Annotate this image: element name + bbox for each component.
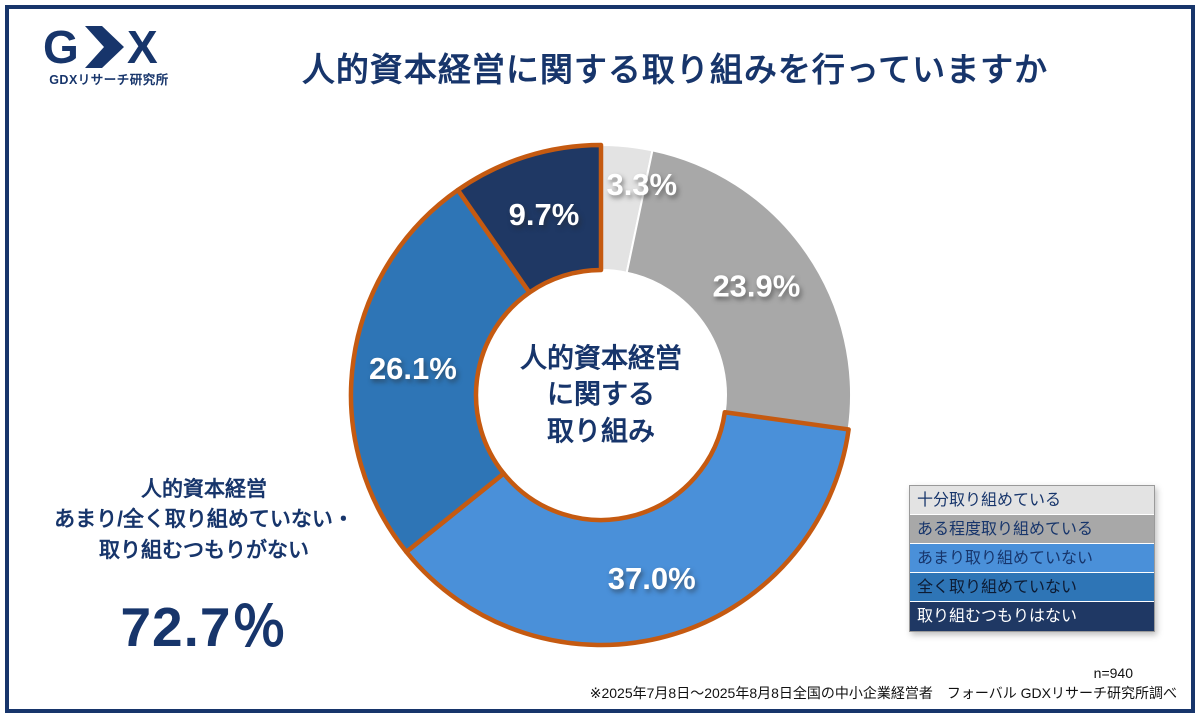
footer: n=940 ※2025年7月8日〜2025年8月8日全国の中小企業経営者 フォー… — [590, 665, 1177, 703]
legend-item: 全く取り組めていない — [910, 573, 1154, 602]
summary-line: 人的資本経営 — [141, 478, 267, 501]
logo-d-chevron-icon — [85, 26, 124, 68]
summary-value: 72.7％ — [120, 596, 288, 659]
logo-subtitle: GDXリサーチ研究所 — [49, 73, 169, 87]
slice-label: 23.9% — [712, 269, 800, 304]
donut-chart-container: 3.3% 23.9% 37.0% 26.1% 9.7% 人的資本経営 に関する 取り組み — [321, 115, 881, 675]
legend-item: ある程度取り組めている — [910, 515, 1154, 544]
slice-label: 3.3% — [606, 167, 677, 202]
slice-label: 26.1% — [369, 351, 457, 386]
donut-chart: 3.3% 23.9% 37.0% 26.1% 9.7% — [348, 142, 852, 648]
legend-item: あまり取り組めていない — [910, 544, 1154, 573]
legend-item: 取り組むつもりはない — [910, 602, 1154, 631]
logo-letter-g: G — [43, 23, 79, 71]
slice-label: 37.0% — [608, 561, 696, 596]
gdx-logo: G X GDXリサーチ研究所 — [31, 23, 187, 88]
donut-slice — [625, 149, 852, 431]
legend-item: 十分取り組めている — [910, 486, 1154, 515]
page-title: 人的資本経営に関する取り組みを行っていますか — [301, 51, 1049, 88]
slice-label: 9.7% — [509, 197, 580, 232]
donut-slice — [348, 187, 532, 555]
summary-line: 取り組むつもりがない — [99, 538, 309, 562]
gdx-logo-icon: G X — [43, 23, 158, 71]
summary-annotation: 人的資本経営 あまり/全く取り組めていない・ 取り組むつもりがない 72.7％ — [35, 475, 373, 662]
donut-slice — [404, 409, 851, 648]
survey-note: ※2025年7月8日〜2025年8月8日全国の中小企業経営者 フォーバル GDX… — [589, 685, 1177, 701]
sample-size: n=940 — [1093, 665, 1133, 681]
logo-letter-x: X — [127, 23, 158, 71]
summary-line: あまり/全く取り組めていない・ — [54, 508, 354, 532]
slide-frame: G X GDXリサーチ研究所 人的資本経営に関する取り組みを行っていますか 3.… — [5, 5, 1195, 713]
donut-slice — [455, 142, 604, 295]
chart-legend: 十分取り組めている ある程度取り組めている あまり取り組めていない 全く取り組め… — [909, 485, 1155, 632]
